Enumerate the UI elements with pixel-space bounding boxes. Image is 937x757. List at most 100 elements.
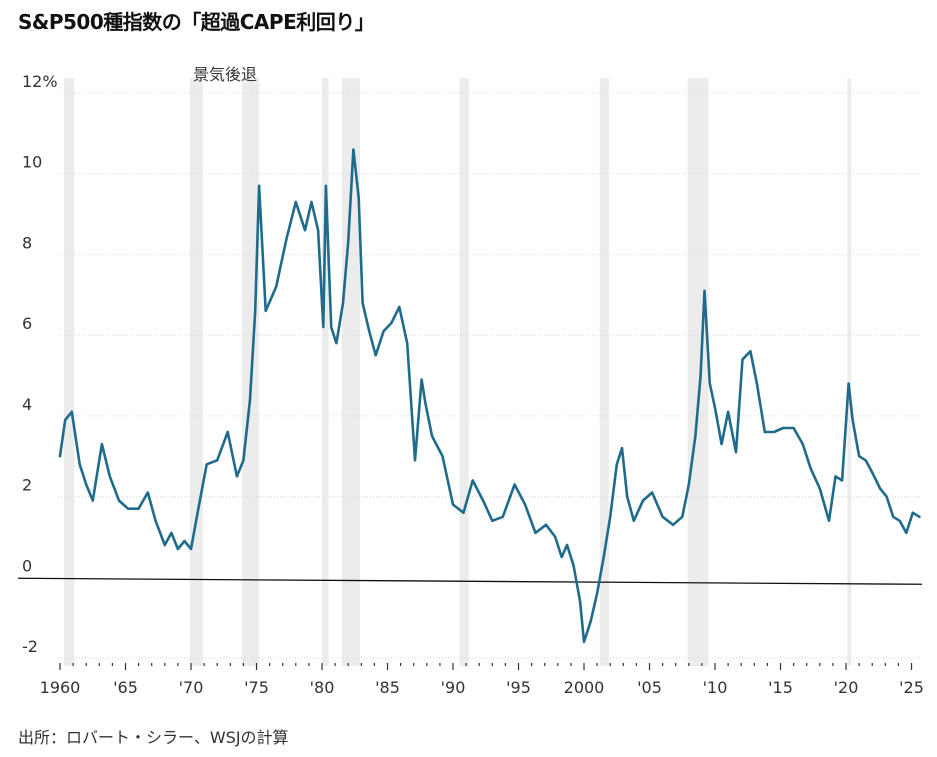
y-tick-label: 4 <box>22 395 32 414</box>
x-tick-label: 2000 <box>564 678 605 697</box>
x-tick-label: 1960 <box>40 678 81 697</box>
data-point <box>70 411 73 413</box>
data-point <box>694 435 697 437</box>
series <box>58 148 921 644</box>
data-point <box>424 402 427 405</box>
data-point <box>834 475 837 478</box>
y-tick-label: 10 <box>22 153 42 172</box>
data-point <box>249 398 251 401</box>
data-point <box>108 475 111 478</box>
x-tick-label: '80 <box>310 678 335 697</box>
chart-title: S&P500種指数の「超過CAPE利回り」 <box>18 10 375 34</box>
data-point <box>828 519 830 522</box>
data-point <box>749 350 752 353</box>
data-point <box>491 519 494 522</box>
x-tick-label: '05 <box>637 678 662 697</box>
y-tick-label: 8 <box>22 233 32 252</box>
data-point <box>626 495 629 498</box>
data-point <box>741 358 744 361</box>
data-point <box>912 511 914 514</box>
x-tick-label: '15 <box>768 678 793 697</box>
data-point <box>59 455 61 458</box>
data-point <box>773 431 775 433</box>
data-point <box>226 431 229 433</box>
data-point <box>322 326 325 328</box>
recession-band-5 <box>459 78 469 666</box>
zero-line <box>17 577 923 585</box>
data-point <box>127 507 129 510</box>
data-point <box>579 600 581 603</box>
data-point <box>254 310 256 312</box>
recession-band-0 <box>63 78 75 666</box>
data-point <box>688 483 690 486</box>
data-point <box>137 507 140 510</box>
data-point <box>918 515 921 518</box>
x-tick-label: '70 <box>179 678 204 697</box>
data-point <box>285 237 288 240</box>
data-point <box>851 419 854 421</box>
data-point <box>621 447 623 449</box>
data-point <box>864 459 867 462</box>
data-point <box>441 455 444 458</box>
data-point <box>534 532 537 534</box>
x-tick-label: '95 <box>506 678 531 697</box>
data-point <box>672 524 674 526</box>
data-point <box>310 201 313 203</box>
recession-band-8 <box>847 78 852 666</box>
data-point <box>885 495 888 498</box>
data-point <box>847 382 850 385</box>
data-point <box>898 519 901 522</box>
data-point <box>792 427 795 429</box>
data-point <box>91 499 94 502</box>
data-point <box>763 431 766 433</box>
y-tick-label: 2 <box>22 476 32 495</box>
source-note: 出所：ロバート・シラー、WSJの計算 <box>18 728 289 747</box>
data-point <box>264 310 267 312</box>
data-point <box>524 503 526 506</box>
data-point <box>64 419 67 421</box>
x-tick-label: '25 <box>899 678 924 697</box>
y-axis-ticks: 12% 10 8 6 4 2 0 -2 <box>22 72 58 656</box>
x-axis: 1960 '65 '70 '75 '80 '85 '90 '95 2000 '05 '10 '15 '2… <box>40 663 924 697</box>
data-point <box>205 463 208 466</box>
data-point <box>164 544 166 546</box>
recession-bands <box>63 78 852 666</box>
data-point <box>317 229 319 232</box>
data-point <box>720 443 723 445</box>
x-tick-label: '10 <box>703 678 728 697</box>
data-point <box>735 451 737 453</box>
data-point <box>275 285 277 288</box>
data-point <box>390 322 393 324</box>
data-point <box>661 515 664 518</box>
data-point <box>482 499 484 502</box>
data-point <box>905 532 908 534</box>
data-point <box>545 524 547 526</box>
data-point <box>368 330 370 332</box>
data-point <box>871 471 874 474</box>
data-point <box>513 483 516 486</box>
data-point <box>879 487 881 490</box>
data-point <box>414 459 416 462</box>
data-point <box>183 540 186 542</box>
data-point <box>374 354 377 357</box>
data-point <box>325 185 327 187</box>
data-point <box>118 499 120 502</box>
y-tick-label: 0 <box>22 556 32 575</box>
data-point <box>342 302 344 304</box>
series-line-0 <box>58 148 921 644</box>
data-point <box>85 483 88 486</box>
legend-label-recession: 景気後退 <box>193 65 257 84</box>
data-point <box>809 467 812 470</box>
data-point <box>782 427 784 429</box>
data-point <box>554 536 556 538</box>
data-point <box>681 515 684 518</box>
data-point <box>304 229 306 232</box>
data-point <box>452 503 454 506</box>
data-point <box>801 443 804 445</box>
data-point <box>566 544 568 546</box>
grid-lines <box>58 92 922 659</box>
data-point <box>596 592 598 595</box>
data-point <box>858 455 860 458</box>
data-point <box>699 374 702 377</box>
